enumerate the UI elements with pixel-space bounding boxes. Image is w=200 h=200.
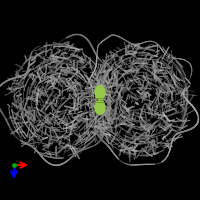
Ellipse shape xyxy=(94,85,106,100)
Bar xyxy=(98,98,102,102)
Ellipse shape xyxy=(94,100,106,115)
